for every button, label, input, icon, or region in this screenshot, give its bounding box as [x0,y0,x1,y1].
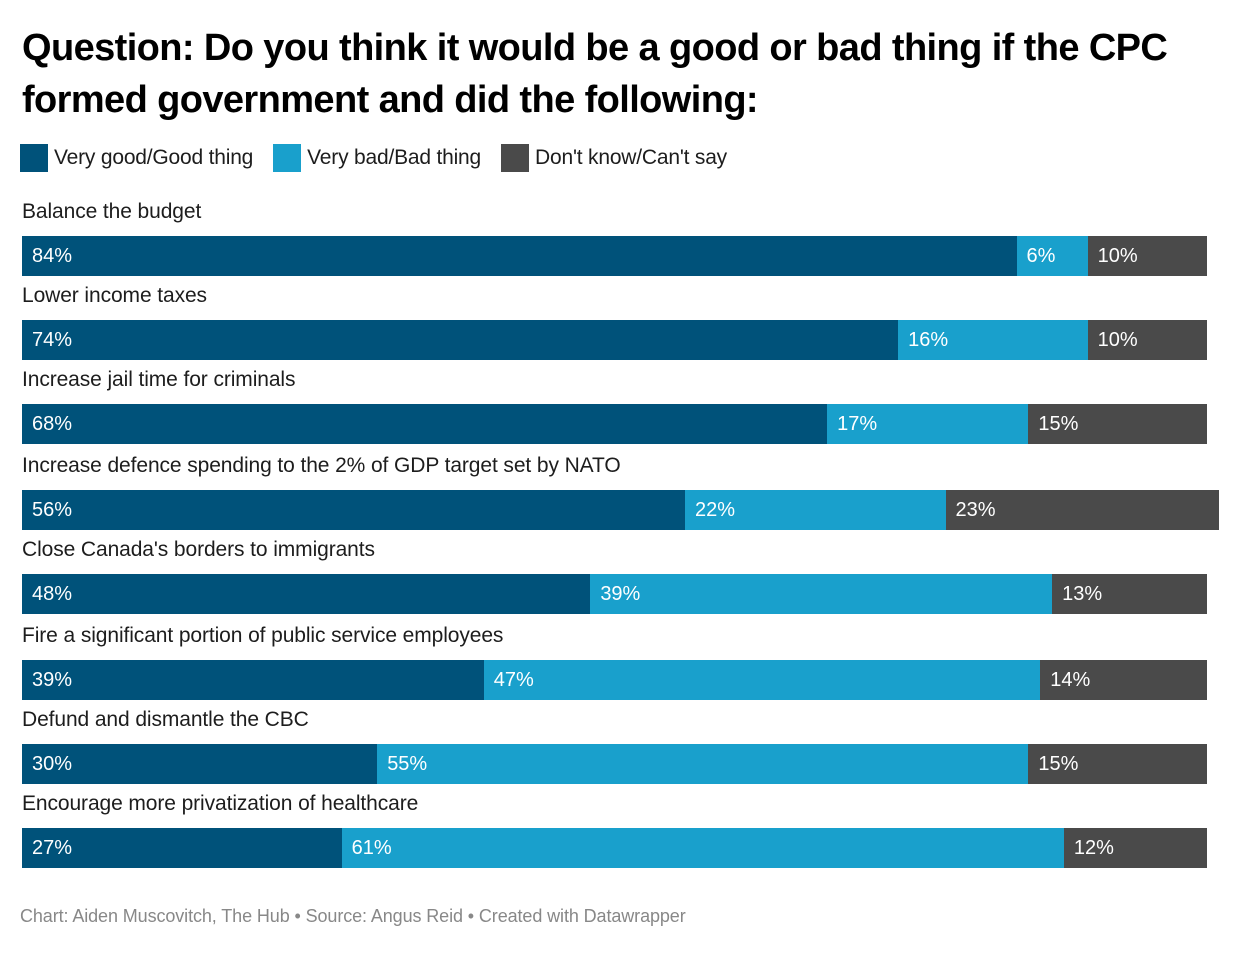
data-label: 48% [32,583,73,605]
bar-segment-dont-know: 14% [1040,660,1208,700]
category-label: Defund and dismantle the CBC [22,708,309,731]
data-label: 61% [351,837,392,859]
data-label: 10% [1097,329,1138,351]
bar-segment-dont-know: 10% [1087,236,1207,276]
data-label: 12% [1073,837,1114,859]
legend-label-bad: Very bad/Bad thing [307,146,482,169]
legend-swatch-good [20,144,48,172]
chart-title: Question: Do you think it would be a goo… [22,27,1168,121]
legend-label-good: Very good/Good thing [54,146,254,169]
legend: Very good/Good thing Very bad/Bad thing … [20,142,747,174]
category-label: Close Canada's borders to immigrants [22,538,375,561]
stacked-bar-row: 74% 16% 10% [22,320,1207,360]
bar-segment-good: 48% [22,574,591,614]
bar-segment-good: 39% [22,660,485,700]
category-label: Encourage more privatization of healthca… [22,792,419,815]
data-label: 30% [32,753,73,775]
bar-segment-dont-know: 15% [1028,744,1208,784]
bar-segment-bad: 17% [827,404,1030,444]
data-label: 15% [1038,413,1079,435]
bar-segment-dont-know: 15% [1028,404,1208,444]
data-label: 14% [1050,669,1091,691]
category-label: Fire a significant portion of public ser… [22,624,504,647]
data-label: 39% [32,669,73,691]
data-label: 13% [1062,583,1103,605]
stacked-bar-row: 56% 22% 23% [22,490,1219,530]
data-label: 22% [695,499,736,521]
data-label: 47% [493,669,534,691]
category-label: Balance the budget [22,200,202,223]
bar-segment-good: 68% [22,404,828,444]
data-label: 55% [387,753,428,775]
legend-item-good: Very good/Good thing [20,144,253,172]
data-label: 27% [32,837,73,859]
category-label: Lower income taxes [22,284,207,307]
bar-segment-dont-know: 12% [1063,828,1207,868]
bar-segment-dont-know: 23% [945,490,1219,530]
bar-segment-dont-know: 13% [1052,574,1208,614]
category-label: Increase jail time for criminals [22,368,296,391]
bar-segment-bad: 39% [590,574,1054,614]
bar-segment-bad: 6% [1016,236,1089,276]
data-label: 23% [955,499,996,521]
bar-segment-bad: 61% [341,828,1065,868]
data-label: 84% [32,245,73,267]
data-label: 16% [908,329,949,351]
stacked-bar-row: 48% 39% 13% [22,574,1208,614]
legend-swatch-bad [273,144,302,172]
stacked-bar-row: 30% 55% 15% [22,744,1208,784]
bar-segment-good: 74% [22,320,899,360]
bar-segment-good: 56% [22,490,686,530]
bar-segment-good: 27% [22,828,343,868]
data-label: 17% [837,413,878,435]
category-label: Increase defence spending to the 2% of G… [22,454,621,477]
stacked-bar-row: 68% 17% 15% [22,404,1208,444]
data-label: 15% [1038,753,1079,775]
data-label: 39% [600,583,641,605]
legend-label-dont-know: Don't know/Can't say [535,146,727,169]
data-label: 10% [1097,245,1138,267]
bar-segment-bad: 55% [377,744,1030,784]
legend-swatch-dont-know [501,144,530,172]
stacked-bar-row: 84% 6% 10% [22,236,1207,276]
data-label: 6% [1026,245,1056,267]
data-label: 74% [32,329,73,351]
data-label: 56% [32,499,73,521]
bar-segment-bad: 47% [483,660,1041,700]
chart-footer: Chart: Aiden Muscovitch, The Hub • Sourc… [20,906,686,926]
bar-segment-bad: 22% [685,490,947,530]
bar-segment-bad: 16% [898,320,1089,360]
bar-segment-dont-know: 10% [1087,320,1207,360]
stacked-bar-row: 39% 47% 14% [22,660,1208,700]
legend-item-dont-know: Don't know/Can't say [501,144,727,172]
legend-item-bad: Very bad/Bad thing [273,144,481,172]
data-label: 68% [32,413,73,435]
stacked-bar-row: 27% 61% 12% [22,828,1207,868]
bar-segment-good: 84% [22,236,1018,276]
bar-segment-good: 30% [22,744,378,784]
